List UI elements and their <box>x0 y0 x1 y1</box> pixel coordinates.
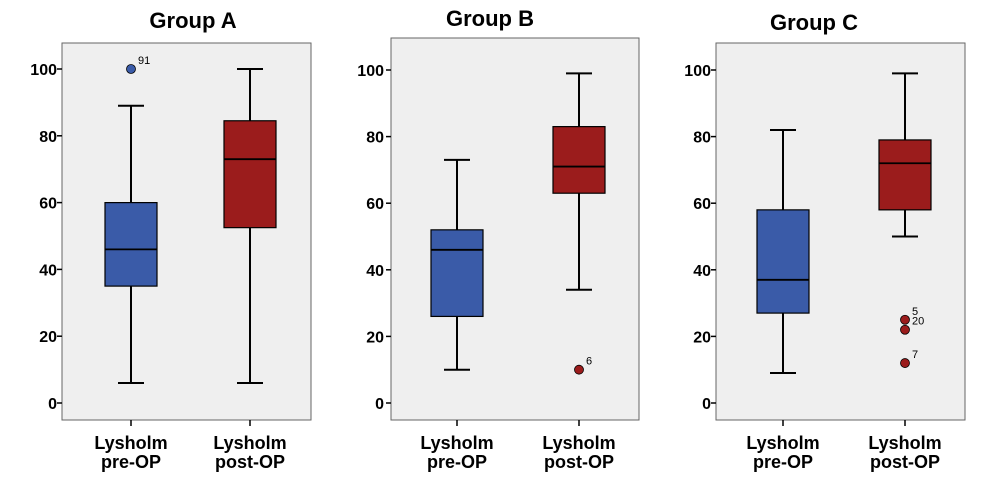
y-tick-label: 100 <box>684 63 711 80</box>
y-tick-label: 60 <box>693 196 711 213</box>
outlier-label: 20 <box>912 316 924 328</box>
x-tick-label: Lysholm <box>746 433 819 453</box>
x-tick-label: post-OP <box>544 452 614 472</box>
y-tick-label: 40 <box>693 263 711 280</box>
x-tick-label: pre-OP <box>101 452 161 472</box>
y-tick-label: 40 <box>39 262 57 279</box>
box <box>552 126 606 194</box>
y-tick-label: 0 <box>702 396 711 413</box>
plot-area <box>715 42 966 421</box>
x-tick-label: post-OP <box>215 452 285 472</box>
y-tick-label: 40 <box>366 263 384 280</box>
x-tick-label: pre-OP <box>753 452 813 472</box>
outlier-label: 7 <box>912 349 918 361</box>
outlier-point <box>574 364 584 375</box>
outlier-label: 91 <box>138 55 150 67</box>
outlier-point <box>900 324 910 335</box>
box <box>430 229 484 318</box>
box <box>223 120 277 229</box>
y-tick-label: 80 <box>693 130 711 147</box>
outlier-point <box>900 314 910 325</box>
plot-area <box>61 42 312 421</box>
outlier-point <box>900 358 910 368</box>
outlier-point <box>126 64 136 74</box>
y-tick-label: 0 <box>48 396 57 413</box>
x-tick-label: Lysholm <box>542 433 615 453</box>
x-tick-label: Lysholm <box>868 433 941 453</box>
box <box>878 139 932 211</box>
y-tick-label: 100 <box>357 63 384 80</box>
outlier-label: 5 <box>912 306 918 318</box>
plot-area <box>390 37 640 421</box>
x-tick-label: pre-OP <box>427 452 487 472</box>
x-tick-label: Lysholm <box>213 433 286 453</box>
y-tick-label: 100 <box>30 62 57 79</box>
y-tick-label: 20 <box>693 329 711 346</box>
y-tick-label: 20 <box>39 329 57 346</box>
panel-title-group-b: Group B <box>446 6 534 31</box>
x-tick-label: Lysholm <box>94 433 167 453</box>
outlier-label: 6 <box>586 356 592 368</box>
y-tick-label: 80 <box>39 129 57 146</box>
x-tick-label: post-OP <box>870 452 940 472</box>
box <box>104 202 158 287</box>
y-tick-label: 0 <box>375 396 384 413</box>
y-tick-label: 60 <box>366 196 384 213</box>
y-tick-label: 80 <box>366 130 384 147</box>
panel-title-group-c: Group C <box>770 10 858 35</box>
panel-title-group-a: Group A <box>149 8 237 33</box>
y-tick-label: 20 <box>366 329 384 346</box>
box <box>756 209 810 314</box>
y-tick-label: 60 <box>39 196 57 213</box>
x-tick-label: Lysholm <box>420 433 493 453</box>
